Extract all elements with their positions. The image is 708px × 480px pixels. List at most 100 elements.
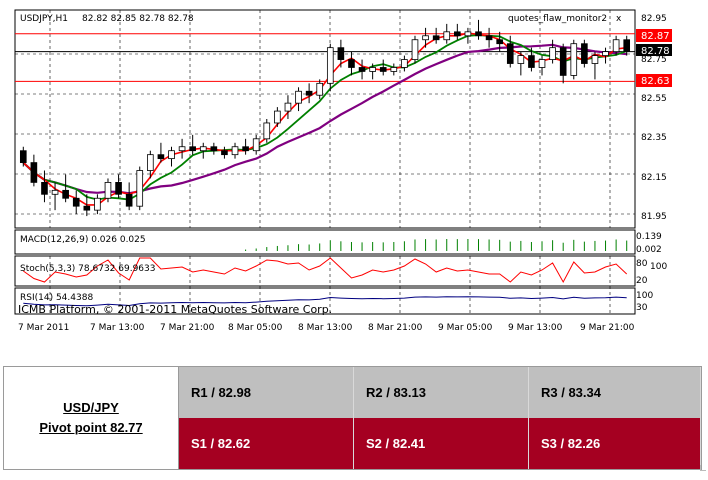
pivot-table: USD/JPY Pivot point 82.77 R1 / 82.98 R2 … [3,366,702,470]
candle-body [305,90,313,96]
rsi-line [23,296,627,307]
candle-body [570,43,578,76]
candle-body [125,193,133,207]
chart-ohlc: 82.82 82.85 82.78 82.78 [82,14,194,24]
corner-mark [700,465,706,471]
y-tick: 81.95 [641,212,667,222]
x-tick: 9 Mar 13:00 [508,323,563,333]
candle-body [295,90,302,104]
candles [19,19,631,217]
stoch-scale-top: 80 [636,259,648,269]
candle-body [62,189,69,199]
candle-body [591,55,599,64]
candle-body [41,182,48,195]
x-tick: 8 Mar 05:00 [228,323,283,333]
pivot-pair: USD/JPY [63,400,119,415]
candle-body [517,55,525,64]
pivot-s1: S1 / 82.62 [179,418,354,469]
stoch-scale-100: 100 [650,262,667,272]
ma-fast-line [22,32,627,206]
candle-body [337,47,345,60]
indicator-name: quotes_flaw_monitor2 [508,14,607,24]
candle-body [242,146,249,152]
pivot-header: USD/JPY Pivot point 82.77 [4,367,179,469]
pivot-s2: S2 / 82.41 [354,418,529,469]
candle-body [390,67,398,72]
candle-body [221,150,228,156]
pivot-point: Pivot point 82.77 [39,420,143,435]
chart-canvas[interactable]: USDJPY,H1 82.82 82.85 82.78 82.78 quotes… [0,0,708,340]
candle-body [274,110,281,124]
candle-body [581,43,588,64]
candle-body [210,146,218,152]
candle-body [316,82,324,96]
candle-body [168,150,175,160]
rsi-scale-top: 100 [636,291,653,301]
y-tick: 82.75 [641,55,667,65]
x-tick: 7 Mar 13:00 [90,323,145,333]
price-chart[interactable]: USDJPY,H1 82.82 82.85 82.78 82.78 quotes… [0,0,708,340]
candle-body [432,35,440,41]
candle-body [506,43,514,64]
candle-body [147,154,154,171]
rsi-pane [14,287,636,315]
candle-body [30,162,38,183]
y-tick: 82.55 [641,94,667,104]
candle-body [623,39,631,53]
candle-body [94,197,101,211]
stoch-label: Stoch(5,3,3) 78.6732 69.9633 [20,264,155,274]
rsi-label: RSI(14) 54.4388 [20,293,93,303]
indicator-lines [23,239,628,307]
x-tick: 8 Mar 21:00 [368,323,423,333]
ma-mid-line [22,34,628,201]
pivot-s3: S3 / 82.26 [529,418,701,469]
macd-label: MACD(12,26,9) 0.026 0.025 [20,235,146,245]
candle-body [136,170,144,207]
candle-body [199,146,207,152]
candle-body [528,55,535,68]
candle-body [475,31,482,37]
close-icon[interactable]: x [616,14,622,24]
platform-watermark: ICMB Platform, © 2001-2011 MetaQuotes So… [18,303,332,316]
current-price-bg [636,44,672,56]
rsi-scale-bottom: 30 [636,303,648,313]
pivot-r2: R2 / 83.13 [354,367,529,418]
candle-body [72,197,80,207]
candle-body [401,59,408,68]
candle-body [422,35,429,41]
stoch-line [23,257,628,284]
candle-body [549,47,556,60]
candle-body [559,47,567,76]
moving-averages [22,32,628,206]
candle-body [369,67,376,72]
candle-body [157,154,165,160]
candle-body [231,146,239,156]
y-tick: 82.15 [641,173,667,183]
level-label-bg [636,29,672,42]
candle-body [284,102,292,112]
candle-body [602,51,609,56]
candle-body [19,150,27,163]
candle-body [104,182,112,199]
candle-body [612,39,620,53]
candle-body [538,59,546,68]
stoch-scale-bottom: 20 [636,276,648,286]
y-tick: 82.35 [641,133,667,143]
x-tick: 9 Mar 21:00 [580,323,635,333]
x-tick: 7 Mar 21:00 [160,323,215,333]
candle-body [454,31,461,37]
candle-body [178,146,186,152]
candle-body [189,146,196,152]
current-price-label: 82.78 [641,46,670,57]
candle-body [443,31,451,41]
candle-body [411,39,419,60]
candle-body [379,67,387,72]
candle-body [485,35,493,41]
x-tick: 8 Mar 13:00 [298,323,353,333]
candle-body [252,138,260,152]
x-tick: 9 Mar 05:00 [438,323,493,333]
candle-body [115,182,122,195]
level-label-high: 82.87 [641,31,670,42]
level-label-bg [636,74,672,87]
candle-body [464,31,472,37]
